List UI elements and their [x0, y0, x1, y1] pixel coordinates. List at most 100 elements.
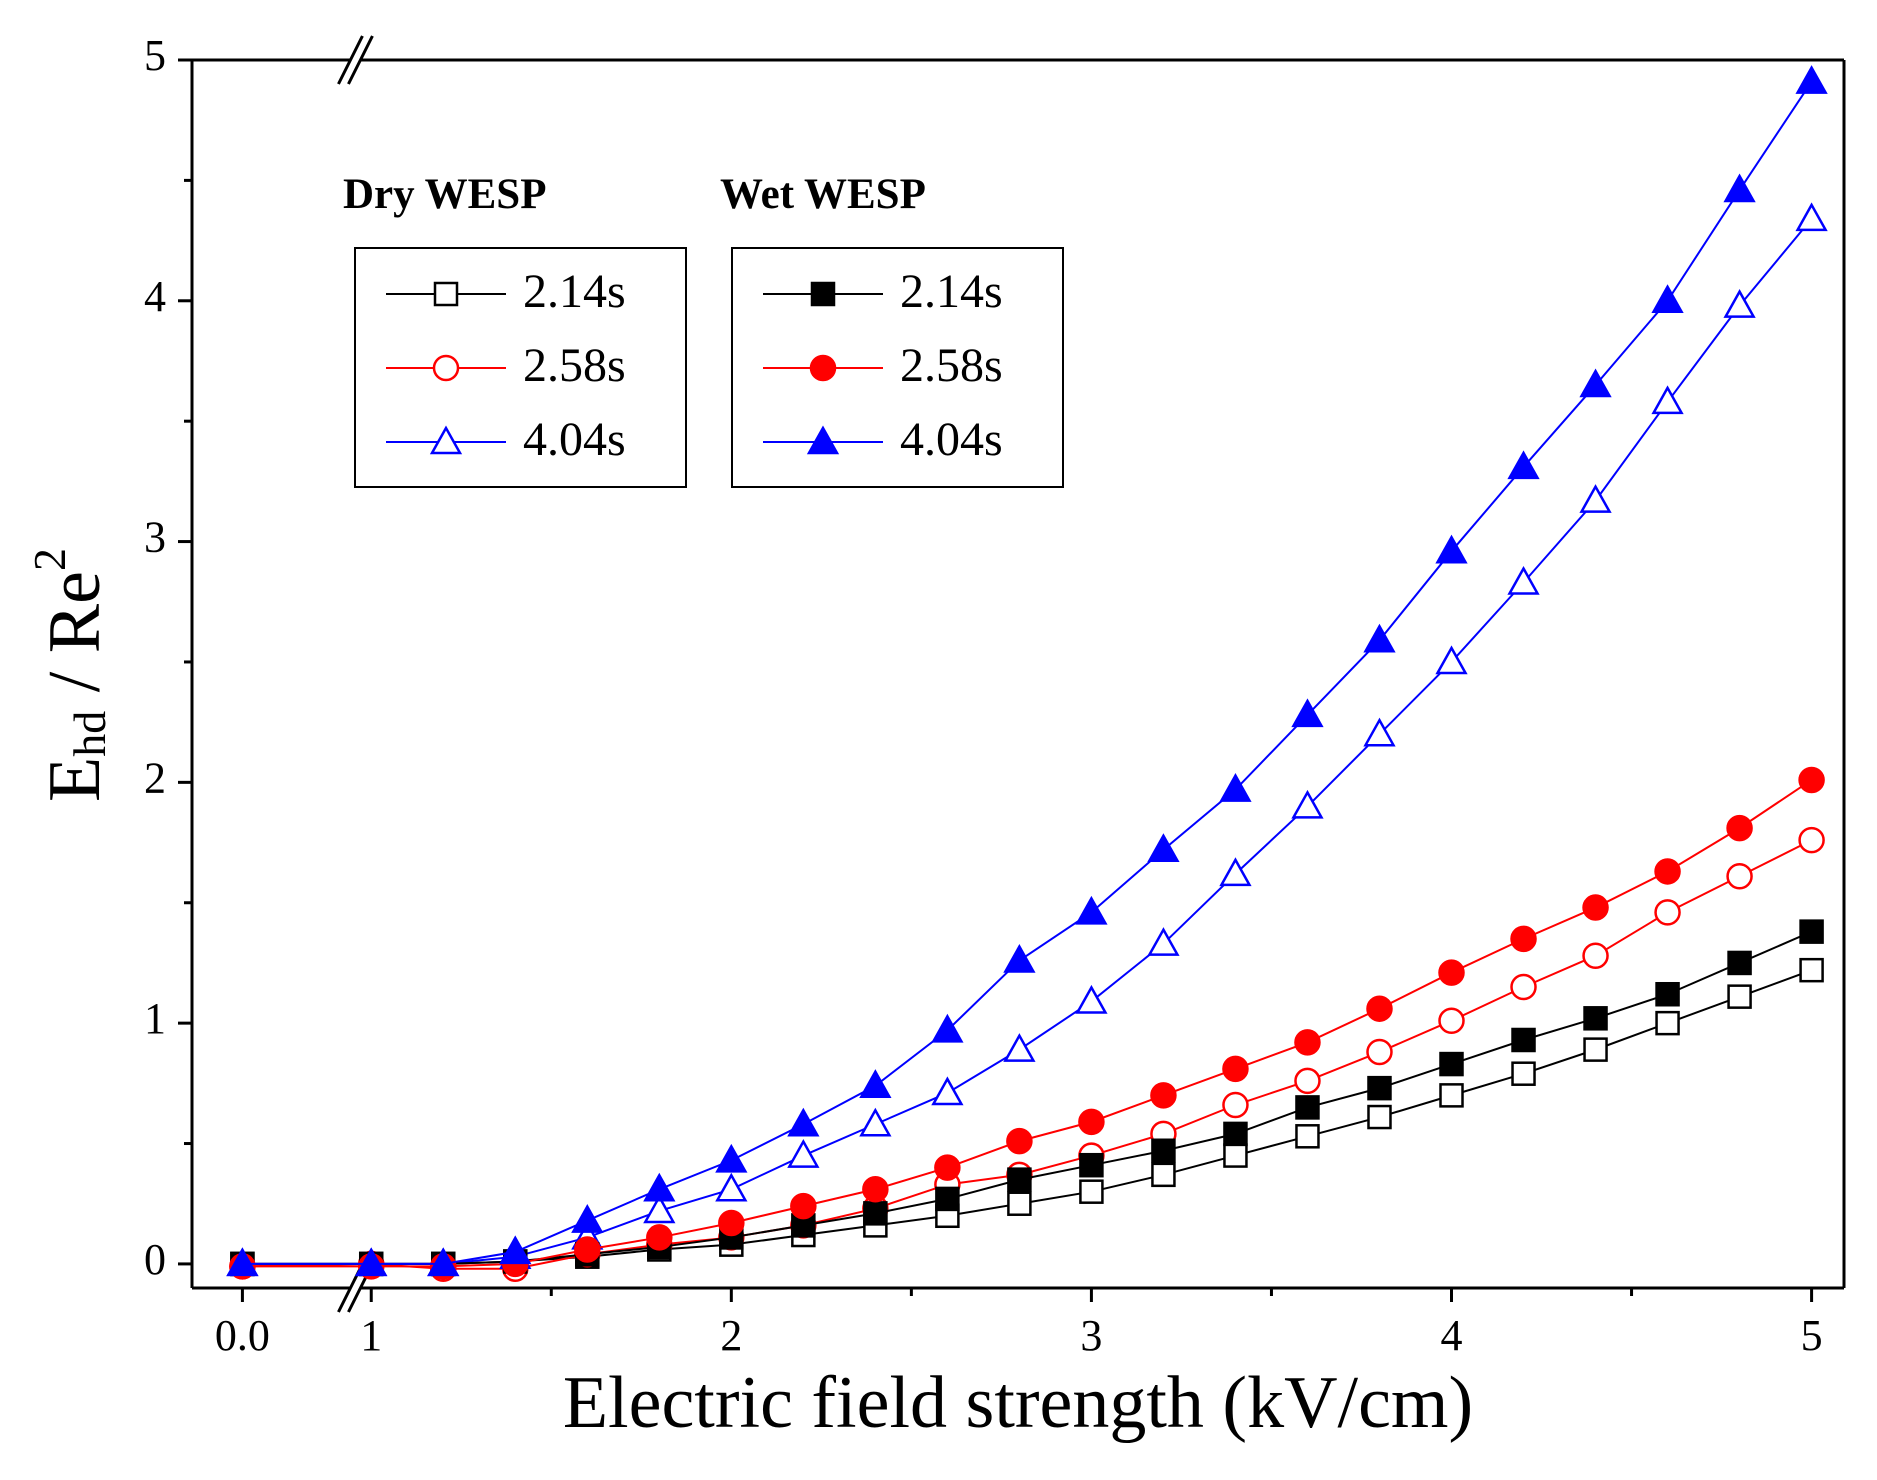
marker: [1438, 1007, 1465, 1034]
marker: [1726, 863, 1753, 890]
marker: [1151, 1162, 1176, 1188]
marker: [1222, 1091, 1249, 1119]
marker: [1222, 1055, 1249, 1083]
marker: [1654, 899, 1681, 926]
series-line: [242, 779, 1813, 1268]
legend-marker: [809, 354, 837, 382]
series-line: [242, 81, 1813, 1265]
marker: [1507, 450, 1540, 480]
marker: [1006, 1127, 1033, 1155]
marker: [787, 1139, 820, 1168]
marker: [1510, 925, 1537, 953]
marker: [931, 1076, 964, 1106]
marker: [1795, 202, 1828, 232]
marker: [1223, 1121, 1248, 1147]
marker: [226, 1247, 259, 1277]
marker: [787, 1107, 820, 1137]
series-line: [242, 969, 1812, 1265]
marker: [1582, 942, 1609, 969]
marker: [859, 1107, 892, 1137]
x-tick-label: 5: [1801, 1311, 1823, 1360]
marker: [1799, 919, 1824, 944]
marker: [1723, 173, 1756, 203]
marker: [427, 1247, 460, 1277]
x-tick-label: 2: [720, 1311, 742, 1360]
series-line: [242, 930, 1812, 1265]
marker: [1798, 766, 1825, 794]
marker: [1078, 1108, 1105, 1136]
legend-marker: [429, 425, 463, 455]
marker: [1363, 623, 1396, 653]
marker: [1367, 1104, 1392, 1130]
legend-label: 2.58s: [900, 339, 1003, 392]
marker: [1295, 1095, 1320, 1120]
marker: [1511, 1061, 1536, 1086]
marker: [1583, 1006, 1608, 1031]
marker: [1147, 927, 1180, 956]
marker: [1439, 1083, 1464, 1108]
x-tick-label: 4: [1441, 1311, 1463, 1360]
marker: [1219, 857, 1252, 887]
marker: [1435, 534, 1468, 564]
marker: [1003, 1033, 1036, 1062]
marker: [499, 1235, 532, 1265]
marker: [862, 1176, 889, 1203]
marker: [1007, 1167, 1032, 1192]
marker: [863, 1201, 888, 1226]
marker: [1007, 1191, 1032, 1216]
legend-label: 4.04s: [900, 413, 1003, 466]
marker: [1438, 959, 1465, 986]
marker: [859, 1069, 892, 1098]
marker: [790, 1192, 817, 1220]
legend-marker: [806, 425, 840, 455]
marker: [1511, 1027, 1536, 1053]
marker: [1582, 894, 1609, 921]
marker: [1651, 284, 1684, 314]
marker: [1367, 1075, 1392, 1101]
marker: [1223, 1143, 1248, 1168]
y-tick-label: 1: [144, 994, 166, 1043]
legend-label: 2.14s: [523, 265, 626, 318]
marker: [1726, 814, 1753, 842]
marker: [715, 1172, 748, 1202]
marker: [1583, 1037, 1608, 1062]
x-tick-label: 0.0: [215, 1311, 270, 1360]
legend-label: 4.04s: [523, 413, 626, 466]
legend-label: 2.58s: [523, 339, 626, 392]
x-tick-label: 1: [360, 1311, 382, 1360]
legend-title: Wet WESP: [720, 171, 926, 218]
y-tick-label: 0: [144, 1235, 166, 1284]
marker: [715, 1143, 748, 1173]
marker: [1795, 65, 1828, 94]
marker: [355, 1247, 388, 1277]
marker: [931, 1013, 964, 1043]
marker: [1799, 957, 1824, 983]
marker: [1295, 1124, 1320, 1149]
axis-break: [347, 35, 374, 85]
legend-label: 2.14s: [900, 265, 1003, 318]
marker: [1655, 1010, 1680, 1036]
y-tick-label: 2: [144, 753, 166, 802]
marker: [1579, 368, 1612, 398]
marker: [1075, 895, 1108, 925]
legend-marker: [433, 281, 459, 307]
x-tick-label: 3: [1080, 1311, 1102, 1360]
marker: [1291, 698, 1324, 728]
marker: [718, 1209, 745, 1237]
axis-break: [337, 35, 364, 85]
marker: [1651, 385, 1684, 415]
marker: [1150, 1082, 1177, 1109]
marker: [1579, 484, 1612, 513]
y-label-part: / Re: [34, 571, 116, 711]
x-axis-label: Electric field strength (kV/cm): [563, 1362, 1473, 1444]
marker: [1294, 1067, 1321, 1095]
legend-title: Dry WESP: [343, 171, 546, 218]
marker: [1151, 1138, 1176, 1164]
y-axis-label: Ehd / Re2: [24, 548, 116, 802]
y-label-sub: hd: [64, 711, 115, 757]
marker: [1798, 826, 1825, 854]
marker: [1366, 995, 1393, 1022]
marker: [1655, 981, 1680, 1007]
